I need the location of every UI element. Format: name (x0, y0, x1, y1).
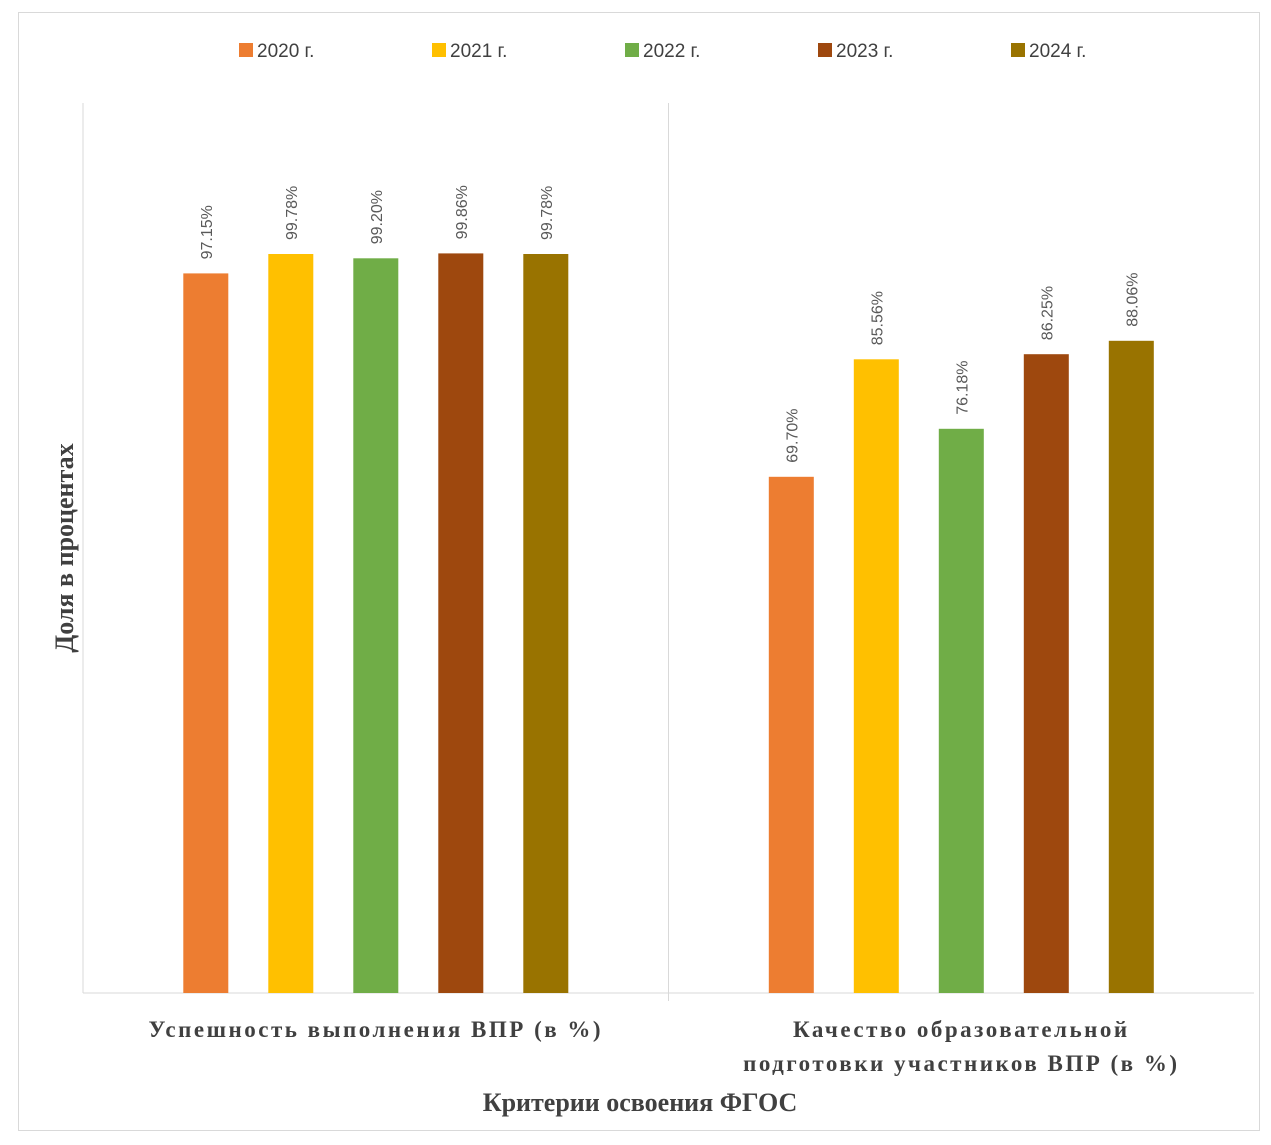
data-label: 99.78% (539, 186, 556, 240)
data-label: 99.20% (369, 190, 386, 244)
legend-label: 2023 г. (836, 41, 893, 62)
data-label: 99.86% (454, 185, 471, 239)
data-label: 86.25% (1039, 286, 1056, 340)
bar (768, 476, 814, 993)
bar (268, 254, 314, 993)
x-axis-title: Критерии освоения ФГОС (483, 1088, 798, 1117)
category-labels: Успешность выполнения ВПР (в %) Качество … (149, 1017, 1179, 1076)
legend: 2020 г. 2021 г. 2022 г. 2023 г. 2024 г. (239, 41, 1086, 62)
bar (853, 359, 899, 993)
legend-swatch (239, 43, 253, 57)
category-label: подготовки участников ВПР (в %) (743, 1051, 1179, 1076)
legend-label: 2020 г. (257, 41, 314, 62)
legend-swatch (432, 43, 446, 57)
data-label: 69.70% (784, 409, 801, 463)
bar (938, 428, 984, 993)
legend-label: 2024 г. (1029, 41, 1086, 62)
bar (1023, 354, 1069, 993)
legend-label: 2022 г. (643, 41, 700, 62)
bar (438, 253, 484, 993)
data-labels: 97.15% 69.70% 99.78% 85.56% 99.20% 76.18% 99.8… (199, 185, 1142, 463)
data-label: 85.56% (869, 291, 886, 345)
bar (523, 254, 569, 993)
data-label: 88.06% (1124, 273, 1141, 327)
data-label: 97.15% (199, 205, 216, 259)
category-label: Успешность выполнения ВПР (в %) (149, 1017, 604, 1042)
bar (183, 273, 229, 993)
bar (353, 258, 399, 993)
axes (82, 103, 1254, 1001)
category-label: Качество образовательной (793, 1017, 1130, 1042)
y-axis-title: Доля в процентах (50, 443, 79, 652)
bar (1108, 340, 1154, 993)
legend-swatch (1011, 43, 1025, 57)
data-label: 99.78% (284, 186, 301, 240)
bars (183, 253, 1154, 993)
legend-swatch (818, 43, 832, 57)
legend-swatch (625, 43, 639, 57)
legend-label: 2021 г. (450, 41, 507, 62)
data-label: 76.18% (954, 361, 971, 415)
